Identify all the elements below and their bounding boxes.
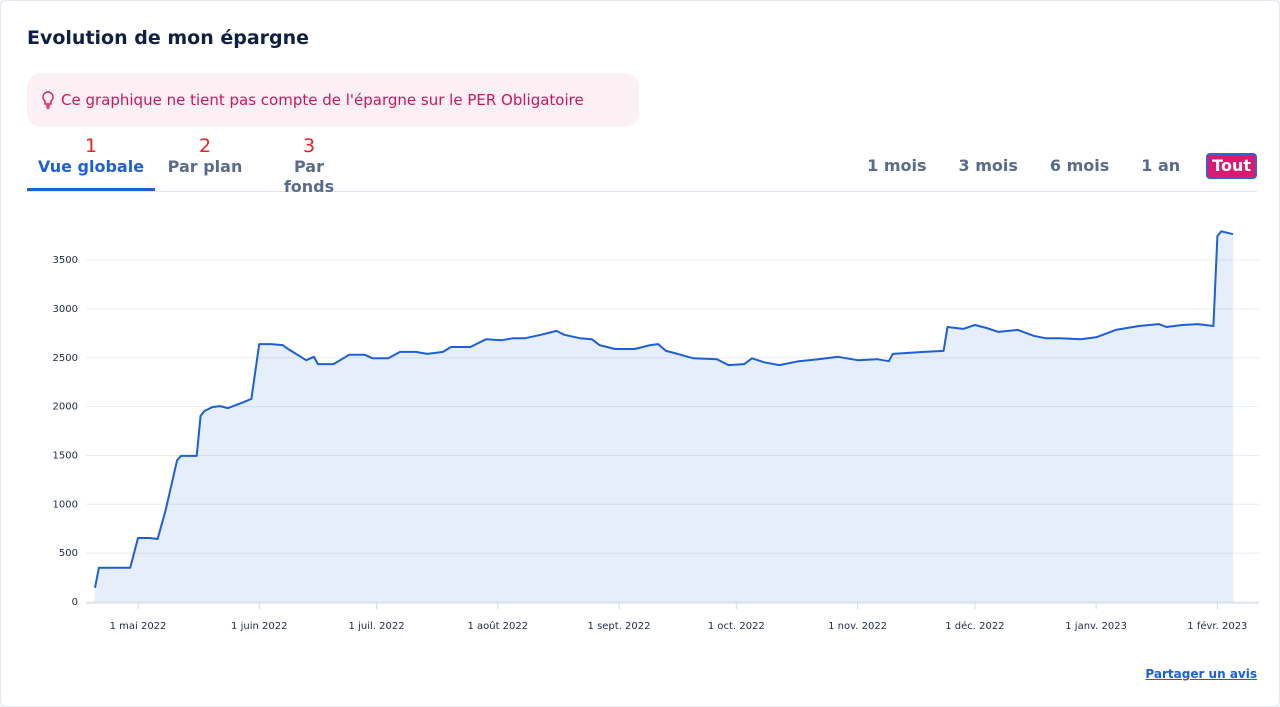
x-tick-label: 1 janv. 2023 xyxy=(1065,621,1127,632)
y-tick-label: 500 xyxy=(59,548,78,559)
tab[interactable]: 2 Par plan xyxy=(167,133,243,191)
notice: Ce graphique ne tient pas compte de l'ép… xyxy=(27,73,639,127)
tab[interactable]: 1 Vue globale xyxy=(27,133,155,191)
tab-number: 3 xyxy=(302,135,316,157)
y-tick-label: 1500 xyxy=(53,450,78,461)
tab[interactable]: 3 Par fonds xyxy=(267,133,351,196)
x-tick-label: 1 juin 2022 xyxy=(231,621,287,632)
y-tick-label: 0 xyxy=(72,597,78,608)
range-button[interactable]: 1 an xyxy=(1141,156,1181,175)
share-link[interactable]: Partager un avis xyxy=(1145,667,1257,681)
x-tick-label: 1 oct. 2022 xyxy=(708,621,765,632)
tab-number: 1 xyxy=(84,135,98,157)
y-tick-label: 1000 xyxy=(53,499,78,510)
bulb-icon xyxy=(42,91,54,109)
x-tick-label: 1 nov. 2022 xyxy=(828,621,887,632)
title: Evolution de mon épargne xyxy=(27,27,310,49)
tabs: 1 Vue globale 2 Par plan 3 Par fonds xyxy=(27,133,1257,196)
tab-label: Par plan xyxy=(167,157,243,176)
range-button[interactable]: Tout xyxy=(1206,153,1257,179)
chart: 0 500 1000 1500 2000 2500 3000 3500 1 mai 2022 1 … xyxy=(53,230,1259,632)
range-button[interactable]: 3 mois xyxy=(958,156,1018,175)
x-tick-label: 1 août 2022 xyxy=(467,620,528,632)
x-tick-label: 1 sept. 2022 xyxy=(588,621,651,632)
range-button[interactable]: 1 mois xyxy=(867,156,927,175)
y-tick-label: 3500 xyxy=(53,255,78,266)
tab-label: Vue globale xyxy=(37,157,145,176)
x-tick-label: 1 mai 2022 xyxy=(110,621,167,632)
tab-label: Par fonds xyxy=(283,157,335,196)
y-tick-label: 2500 xyxy=(53,353,78,364)
notice-text: Ce graphique ne tient pas compte de l'ép… xyxy=(61,91,584,109)
x-tick-label: 1 juil. 2022 xyxy=(349,621,405,632)
x-tick-label: 1 déc. 2022 xyxy=(945,620,1004,632)
range-selector: 1 mois 3 mois 6 mois 1 an Tout xyxy=(851,153,1257,179)
range-button[interactable]: 6 mois xyxy=(1049,156,1110,175)
tab-number: 2 xyxy=(198,135,212,157)
y-tick-label: 2000 xyxy=(53,402,78,413)
y-tick-label: 3000 xyxy=(53,304,78,315)
x-tick-label: 1 févr. 2023 xyxy=(1187,620,1247,632)
area xyxy=(95,231,1233,603)
line xyxy=(94,230,1234,588)
